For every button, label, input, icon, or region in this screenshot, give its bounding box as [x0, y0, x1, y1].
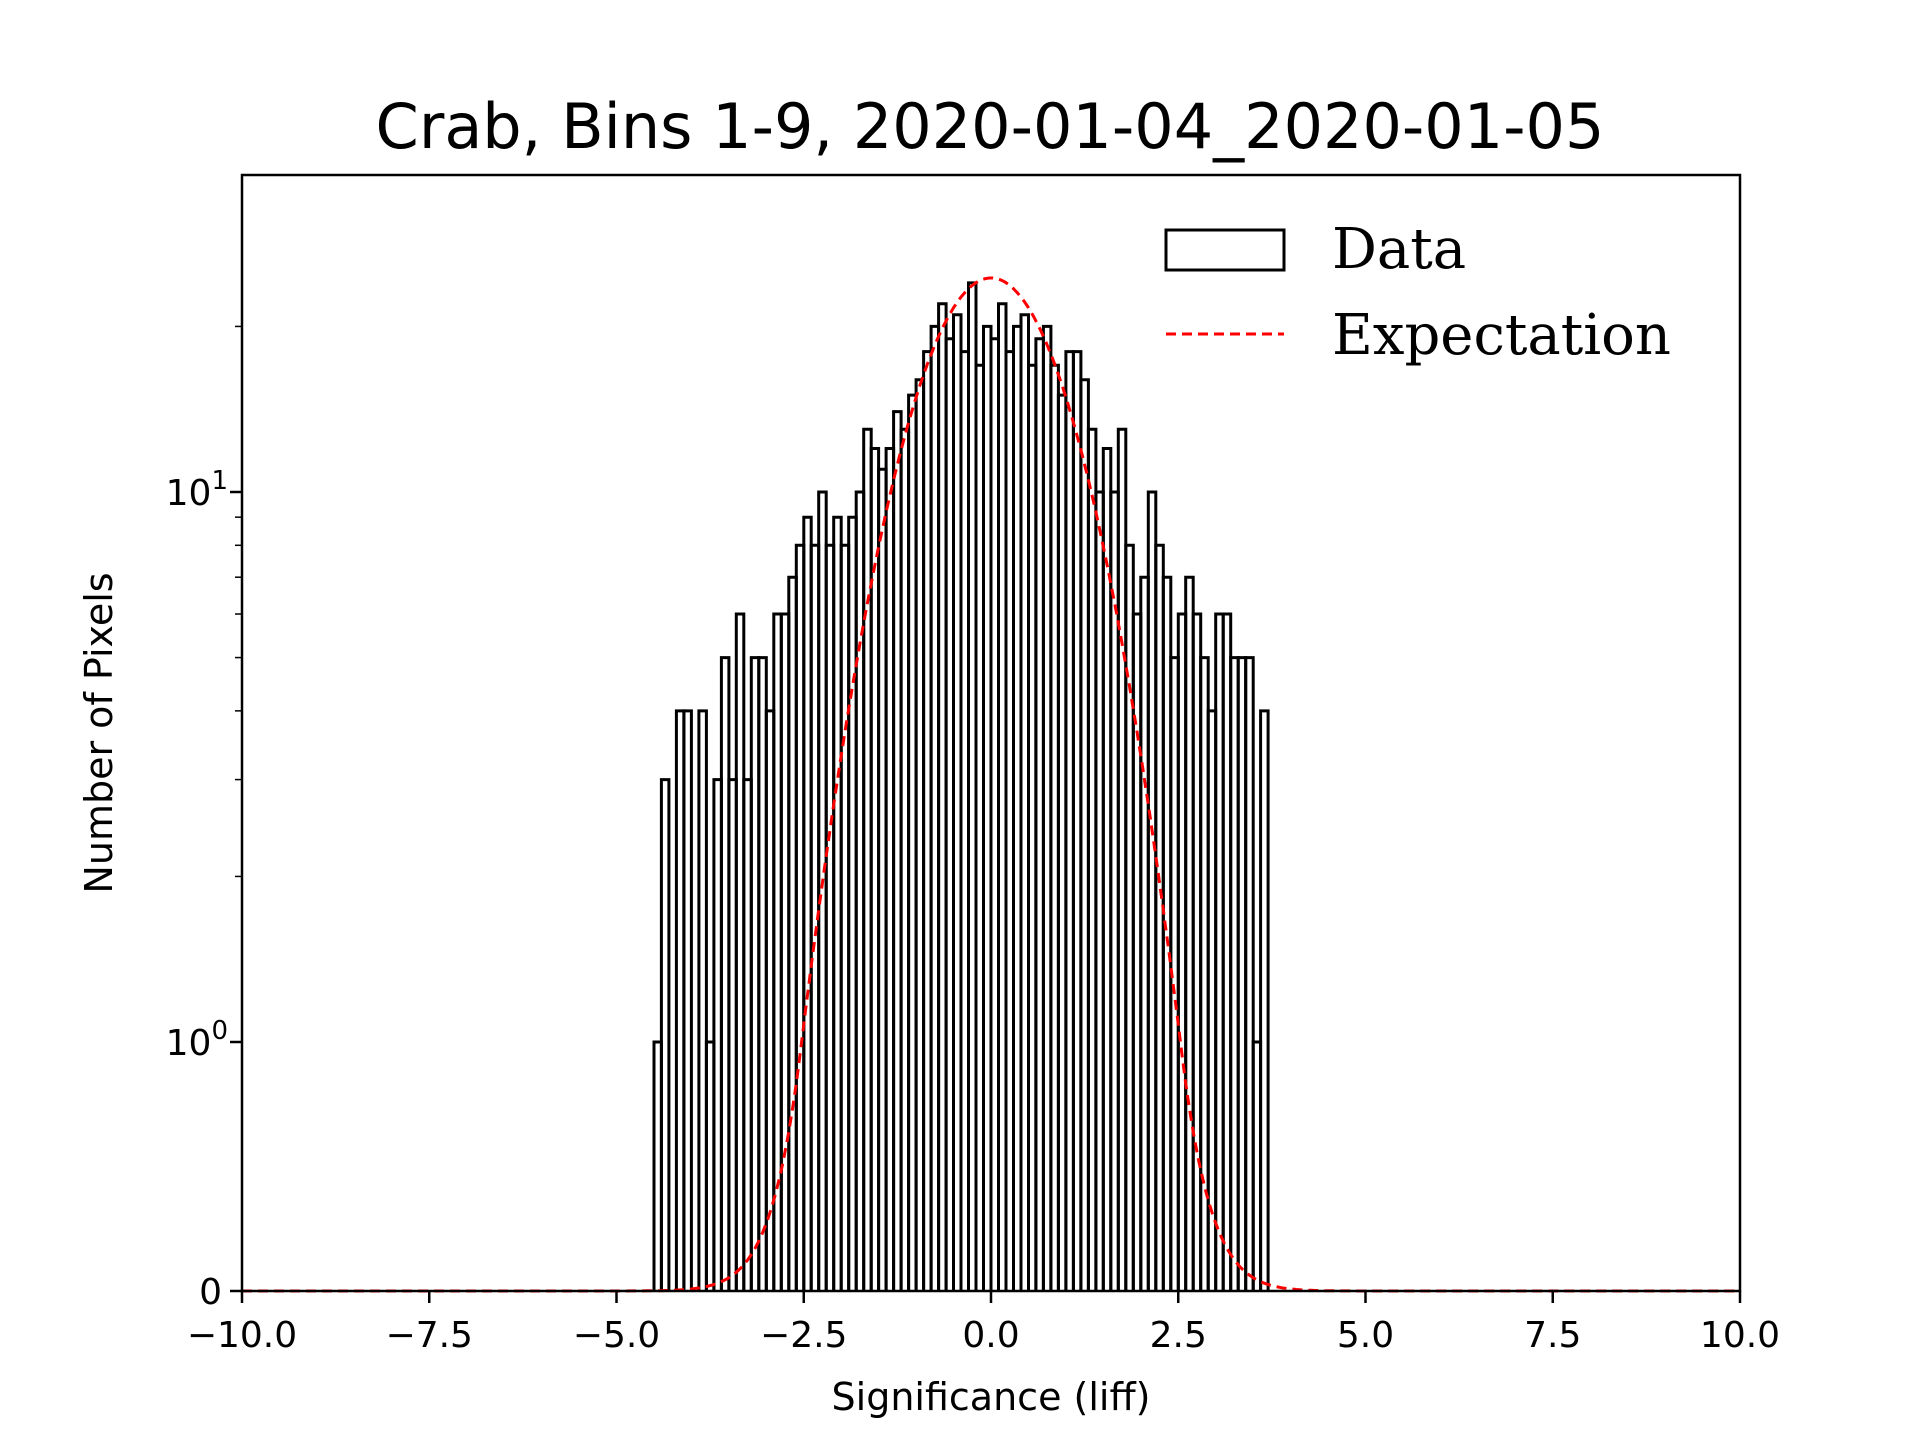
- histogram-bar: [697, 709, 708, 1291]
- x-tick-label: −7.5: [386, 1315, 473, 1356]
- x-tick-label: 0.0: [962, 1315, 1019, 1356]
- y-tick-label: 0: [199, 1272, 222, 1313]
- y-axis-label: Number of Pixels: [77, 572, 121, 893]
- legend-data-swatch: [1164, 228, 1286, 272]
- legend: Data Expectation: [1164, 217, 1671, 368]
- x-tick-label: 2.5: [1150, 1315, 1207, 1356]
- histogram-bar: [1244, 656, 1255, 1291]
- legend-expectation-label: Expectation: [1332, 303, 1671, 368]
- x-axis: −10.0 −7.5 −5.0 −2.5 0.0 2.5 5.0 7.5 10.0: [187, 1291, 1780, 1356]
- histogram-bar: [659, 778, 671, 1291]
- histogram-bar: [682, 709, 693, 1291]
- x-tick-label: 5.0: [1337, 1315, 1394, 1356]
- y-tick-label: 101: [166, 466, 228, 514]
- x-tick-label: 10.0: [1700, 1315, 1780, 1356]
- x-tick-label: −2.5: [760, 1315, 847, 1356]
- legend-data-label: Data: [1332, 217, 1466, 282]
- histogram-bar: [1259, 709, 1270, 1291]
- x-tick-label: −10.0: [187, 1315, 297, 1356]
- y-axis: 0 100 101: [166, 325, 242, 1313]
- y-tick-label: 100: [166, 1016, 228, 1064]
- chart-title: Crab, Bins 1-9, 2020-01-04_2020-01-05: [376, 90, 1605, 163]
- x-axis-label: Significance (liff): [832, 1375, 1151, 1419]
- x-tick-label: −5.0: [573, 1315, 660, 1356]
- x-tick-label: 7.5: [1524, 1315, 1581, 1356]
- plot-area: [242, 276, 1740, 1293]
